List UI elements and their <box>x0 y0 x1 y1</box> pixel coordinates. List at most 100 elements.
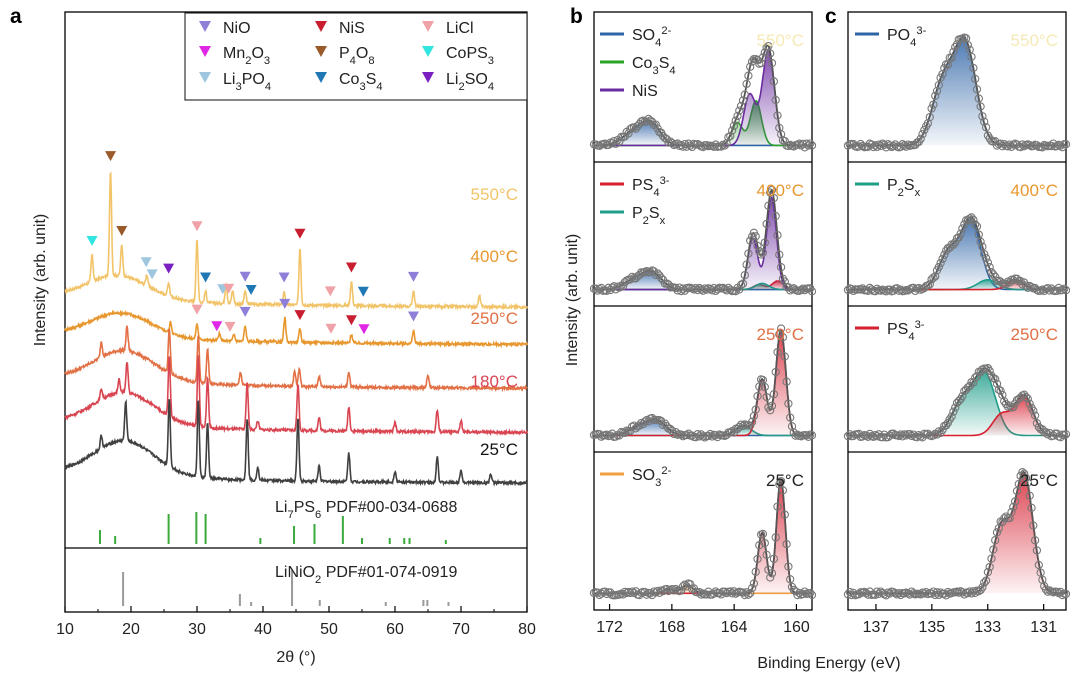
panel-b-data-point <box>767 58 777 68</box>
panel-b-data-point <box>744 249 753 258</box>
legend-box <box>184 12 528 101</box>
phase-marker-12 <box>278 272 290 283</box>
panel-c-data-point <box>996 277 1005 286</box>
panel-b-data-point <box>784 562 793 571</box>
series-label-3: 180°C <box>471 372 518 391</box>
panel-a-xtick-label: 50 <box>320 621 338 638</box>
panel-c-data-point <box>1030 536 1040 545</box>
panel-b-data-point <box>729 121 739 130</box>
panel-b-legend-label-1-1-part: S <box>649 205 660 222</box>
panel-b-data-point <box>755 541 764 550</box>
reference-label-0-part: Li <box>275 499 287 516</box>
panel-c-data-point <box>996 386 1005 395</box>
panel-b-legend-label-0-1-part: 4 <box>669 65 675 77</box>
series-line-4 <box>64 398 528 488</box>
panel-b-legend-label-0-0-part: 2- <box>661 25 671 37</box>
panel-c-legend-label-1-0-part: x <box>915 187 921 199</box>
panel-b-data-point <box>782 282 791 292</box>
panel-c-data-point <box>940 421 949 431</box>
panel-b-data-point <box>727 126 737 135</box>
panel-b-data-point <box>771 211 780 221</box>
phase-marker-26 <box>358 324 370 335</box>
panel-b-data-point <box>760 48 769 57</box>
panel-c-data-point <box>954 396 963 406</box>
panel-c-data-point <box>983 131 993 140</box>
panel-c-data-point <box>976 102 985 111</box>
panel-c-data-point <box>1003 514 1013 523</box>
panel-b-data-point <box>753 241 762 250</box>
panel-c-data-point <box>981 576 991 585</box>
panel-c-data-point <box>916 285 925 294</box>
panel-c-data-point <box>972 222 982 231</box>
panel-b-component-fill-1-3 <box>594 197 812 290</box>
panel-c-data-point <box>969 63 978 73</box>
phase-marker-24 <box>325 323 337 334</box>
panel-b-data-point <box>753 392 762 401</box>
legend-label-8-part: Li <box>446 71 458 88</box>
phase-marker-13 <box>294 228 306 239</box>
panel-b-legend-label-0-1-part: 3 <box>652 65 658 77</box>
phase-marker-2 <box>116 226 128 237</box>
panel-c-data-point <box>974 230 983 239</box>
panel-a-ylabel: Intensity (arb. unit) <box>32 214 49 347</box>
panel-b-data-point <box>762 219 771 229</box>
panel-b-data-point <box>780 510 789 519</box>
phase-marker-11 <box>245 285 257 296</box>
panel-b-data-point <box>773 347 782 357</box>
reference-label-0-part: 6 <box>315 509 321 521</box>
xps-xlabel: Binding Energy (eV) <box>757 655 900 672</box>
panel-c-data-point <box>843 141 853 150</box>
panel-b-data-point <box>667 138 677 148</box>
panel-b-data-point <box>660 279 670 288</box>
panel-b-data-point <box>726 131 735 141</box>
panel-b-data-point <box>640 117 650 126</box>
legend-label-7-part: 4 <box>376 81 382 93</box>
panel-c-data-point <box>1021 473 1031 483</box>
panel-b-data-point <box>756 530 766 539</box>
panel-c-data-point <box>932 86 942 96</box>
reference-label-1-part: PDF#01-074-0919 <box>321 564 457 581</box>
panel-c-data-point <box>940 63 949 73</box>
panel-c-data-point <box>1027 282 1036 292</box>
panel-b-data-point <box>769 554 779 563</box>
legend-label-8: Li2SO4 <box>446 71 494 93</box>
panel-b-data-point <box>773 111 782 120</box>
panel-c-data-point <box>843 285 853 295</box>
panel-c-data-point <box>978 242 987 251</box>
panel-b-data-point <box>782 539 791 549</box>
panel-a-xtick-label: 70 <box>452 621 470 638</box>
panel-c-data-point <box>985 562 994 572</box>
panel-b-data-point <box>775 330 784 339</box>
panel-b-xtick-label: 172 <box>596 619 623 636</box>
panel-c-data-point <box>989 373 998 383</box>
panel-c-data-point <box>951 42 960 52</box>
panel-b-data-point <box>631 124 640 133</box>
panel-c-temp-label-2: 250°C <box>1011 325 1058 344</box>
phase-marker-9 <box>223 283 235 294</box>
panel-c-data-point <box>929 100 938 109</box>
panel-a-xtick-label: 80 <box>518 621 536 638</box>
legend-label-3-part: 3 <box>264 55 270 67</box>
panel-b-data-point <box>749 579 759 588</box>
panel-c-data-point <box>983 258 993 267</box>
legend-label-6-part: 3 <box>235 81 241 93</box>
reference-label-0: Li7PS6 PDF#00-034-0688 <box>275 499 457 521</box>
panel-b-data-point <box>671 584 680 594</box>
panel-c-legend-label-0-0-part: 3- <box>916 25 926 37</box>
legend-marker-4 <box>315 46 327 57</box>
panel-c-data-point <box>925 280 934 289</box>
panel-c-legend-label-2-0-part: 4 <box>908 331 914 343</box>
panel-b-legend-label-3-0-part: 3 <box>655 477 661 489</box>
panel-b-data-point <box>740 90 749 99</box>
panel-c-data-point <box>1036 425 1045 434</box>
panel-b-data-point <box>726 285 735 294</box>
panel-b-data-point <box>633 422 642 431</box>
panel-c-data-point <box>994 524 1003 533</box>
legend-label-5: CoPS3 <box>446 45 494 67</box>
legend-label-4-part: O <box>356 45 368 62</box>
panel-c-data-point <box>1047 587 1056 596</box>
phase-marker-20 <box>224 321 236 332</box>
legend-label-6-part: PO <box>242 71 265 88</box>
panel-c-data-point <box>845 284 854 293</box>
